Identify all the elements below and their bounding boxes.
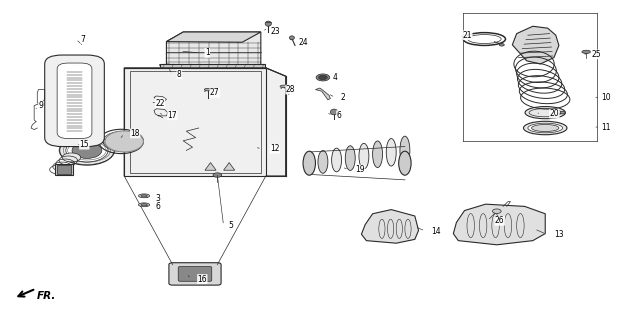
Bar — [57, 165, 71, 174]
Ellipse shape — [66, 139, 108, 162]
Ellipse shape — [386, 139, 396, 166]
Ellipse shape — [528, 123, 563, 133]
Text: FR.: FR. — [37, 291, 57, 300]
Ellipse shape — [532, 124, 559, 132]
Ellipse shape — [60, 136, 114, 165]
Text: 12: 12 — [270, 144, 279, 153]
Text: 2: 2 — [340, 93, 345, 102]
Ellipse shape — [332, 148, 342, 172]
FancyBboxPatch shape — [169, 263, 221, 285]
Polygon shape — [124, 68, 266, 176]
Polygon shape — [205, 163, 216, 170]
Polygon shape — [166, 32, 261, 42]
Text: 13: 13 — [554, 230, 563, 239]
Polygon shape — [166, 32, 261, 74]
Text: 8: 8 — [177, 70, 182, 79]
Bar — [160, 64, 265, 68]
Text: 25: 25 — [591, 50, 601, 59]
Ellipse shape — [141, 195, 147, 197]
Text: 6: 6 — [337, 111, 342, 120]
Text: 7: 7 — [81, 35, 86, 44]
Polygon shape — [55, 164, 73, 175]
Text: 23: 23 — [270, 27, 279, 36]
Text: 14: 14 — [432, 227, 441, 236]
Ellipse shape — [138, 194, 150, 198]
Ellipse shape — [524, 121, 567, 135]
Text: 28: 28 — [286, 85, 295, 94]
Ellipse shape — [319, 75, 327, 80]
Ellipse shape — [141, 204, 147, 206]
Ellipse shape — [492, 209, 501, 213]
Ellipse shape — [105, 131, 143, 152]
Ellipse shape — [399, 151, 411, 175]
FancyBboxPatch shape — [57, 63, 92, 139]
Ellipse shape — [560, 111, 565, 114]
Text: 5: 5 — [229, 221, 233, 230]
Ellipse shape — [525, 107, 566, 119]
Text: 3: 3 — [155, 194, 160, 203]
Ellipse shape — [330, 109, 338, 115]
Text: 20: 20 — [550, 109, 559, 118]
Ellipse shape — [265, 21, 271, 26]
Text: 15: 15 — [79, 140, 89, 149]
Ellipse shape — [62, 153, 81, 162]
Ellipse shape — [359, 143, 369, 169]
Text: 22: 22 — [155, 99, 165, 108]
Ellipse shape — [499, 44, 504, 46]
Text: 9: 9 — [39, 101, 43, 110]
Ellipse shape — [213, 173, 222, 177]
Text: 17: 17 — [168, 111, 177, 120]
Bar — [130, 71, 261, 173]
FancyBboxPatch shape — [45, 55, 104, 147]
Text: 21: 21 — [463, 31, 472, 40]
Text: 1: 1 — [205, 48, 210, 57]
Ellipse shape — [138, 203, 150, 207]
Polygon shape — [453, 204, 545, 245]
Text: 18: 18 — [130, 129, 140, 138]
Text: 6: 6 — [155, 202, 160, 211]
Ellipse shape — [400, 136, 410, 164]
Ellipse shape — [303, 151, 315, 175]
Text: 26: 26 — [495, 216, 504, 225]
Ellipse shape — [72, 142, 102, 158]
Ellipse shape — [582, 50, 591, 53]
Text: 10: 10 — [601, 93, 610, 102]
Polygon shape — [224, 163, 235, 170]
Polygon shape — [361, 210, 419, 243]
Ellipse shape — [289, 36, 294, 40]
Ellipse shape — [345, 146, 355, 170]
Polygon shape — [512, 26, 559, 64]
Text: 11: 11 — [601, 123, 610, 132]
Polygon shape — [315, 88, 330, 100]
Text: 19: 19 — [355, 165, 365, 174]
FancyBboxPatch shape — [178, 267, 212, 281]
Text: 27: 27 — [210, 88, 219, 97]
Ellipse shape — [204, 88, 212, 91]
Polygon shape — [124, 68, 286, 176]
Text: 16: 16 — [197, 275, 207, 284]
Ellipse shape — [373, 141, 383, 168]
Ellipse shape — [280, 85, 288, 88]
Text: 4: 4 — [332, 73, 337, 82]
Text: 24: 24 — [298, 38, 307, 47]
Ellipse shape — [316, 74, 330, 81]
Ellipse shape — [318, 151, 328, 173]
Ellipse shape — [304, 153, 314, 175]
